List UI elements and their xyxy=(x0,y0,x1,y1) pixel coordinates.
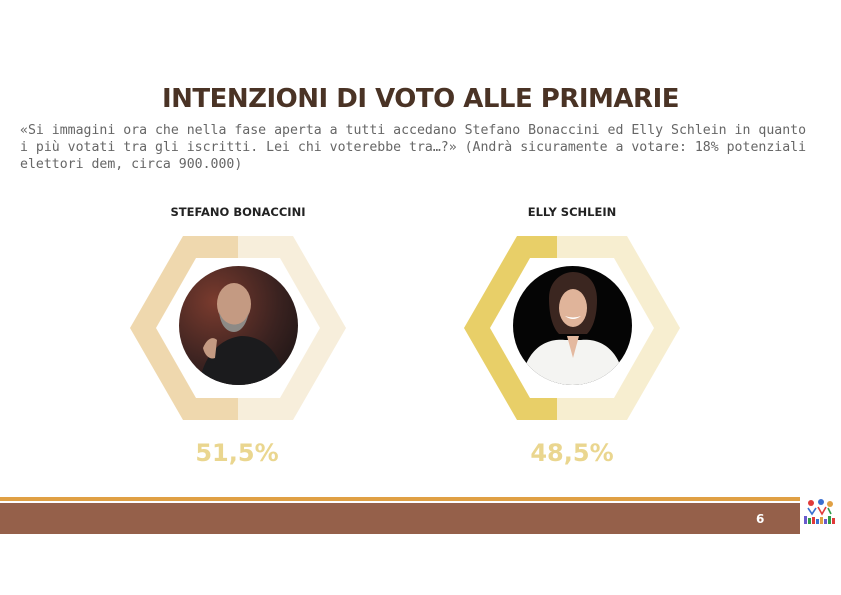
survey-question: «Si immagini ora che nella fase aperta a… xyxy=(20,123,807,172)
percent-bonaccini: 51,5% xyxy=(195,439,279,467)
footer-accent-line xyxy=(0,497,800,501)
percent-schlein: 48,5% xyxy=(530,439,614,467)
candidate-name-schlein: ELLY SCHLEIN xyxy=(527,205,617,219)
candidate-name-bonaccini: STEFANO BONACCINI xyxy=(170,205,306,219)
page-number: 6 xyxy=(756,512,765,526)
candidate-photo-schlein xyxy=(513,266,632,385)
page-title: INTENZIONI DI VOTO ALLE PRIMARIE xyxy=(161,84,680,114)
footer-bar xyxy=(0,503,800,534)
winpoll-logo xyxy=(800,497,841,531)
candidate-photo-bonaccini xyxy=(179,266,298,385)
